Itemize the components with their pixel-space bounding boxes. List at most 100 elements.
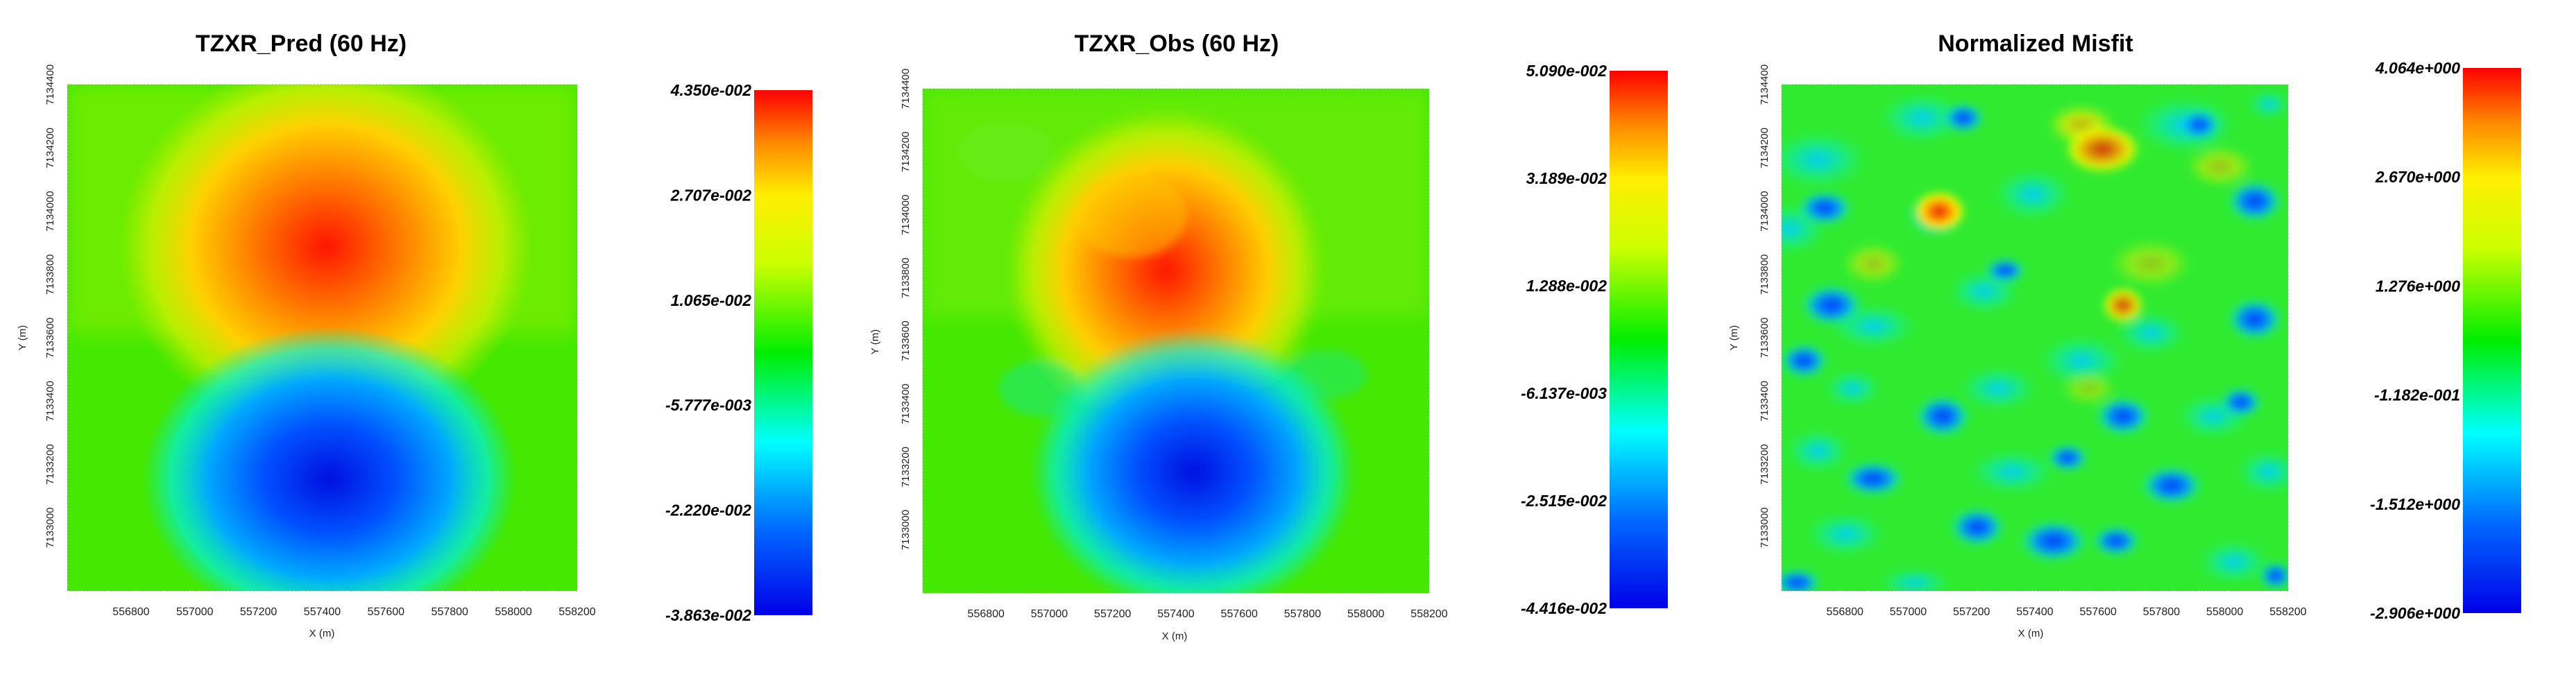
y-tick-label: 7133200 (900, 447, 912, 487)
y-tick-label: 7134200 (900, 132, 912, 172)
y-tick-label: 7133800 (1759, 255, 1771, 295)
y-tick-label: 7134000 (44, 191, 56, 231)
colorbar (2463, 68, 2521, 613)
y-tick-label: 7133200 (1759, 444, 1771, 484)
y-axis-label: Y (m) (1728, 325, 1740, 350)
colorbar-tick-labels: 4.064e+000 2.670e+000 1.276e+000 -1.182e-00… (2370, 59, 2460, 622)
y-tick-labels: 7133000 7133200 7133400 7133600 7133800 71340… (1759, 64, 1771, 548)
y-tick-label: 7133800 (900, 257, 912, 298)
y-axis-label: Y (m) (17, 325, 28, 350)
x-tick-label: 557400 (1157, 608, 1194, 620)
x-tick-label: 558200 (1410, 608, 1447, 620)
x-tick-label: 557600 (368, 606, 404, 618)
colorbar (754, 90, 812, 615)
colorbar-tick-label: -5.777e-003 (665, 396, 751, 414)
x-tick-label: 557800 (2143, 606, 2180, 618)
colorbar-tick-labels: 5.090e-002 3.189e-002 1.288e-002 -6.137e-00… (1521, 62, 1607, 617)
x-tick-label: 557600 (2080, 606, 2117, 618)
y-tick-label: 7133400 (1759, 381, 1771, 421)
misfit-high-2 (2102, 287, 2144, 323)
x-tick-label: 558200 (2269, 606, 2306, 618)
colorbar-tick-label: -2.220e-002 (665, 501, 751, 519)
y-tick-label: 7133000 (900, 510, 912, 550)
x-tick-label: 557000 (1890, 606, 1927, 618)
y-tick-label: 7134000 (900, 195, 912, 235)
heatmap-field (67, 85, 577, 591)
misfit-peak (1913, 191, 1965, 232)
negative-anomaly (142, 326, 517, 591)
colorbar-tick-label: 2.707e-002 (670, 186, 752, 204)
colorbar-tick-label: 2.670e+000 (2375, 168, 2460, 186)
y-tick-label: 7134200 (44, 128, 56, 168)
x-tick-label: 557800 (432, 606, 468, 618)
colorbar-tick-label: -3.863e-002 (665, 606, 751, 624)
chart-title: TZXR_Pred (60 Hz) (196, 31, 407, 57)
colorbar-tick-label: -2.906e+000 (2370, 604, 2460, 622)
x-tick-label: 557800 (1284, 608, 1321, 620)
colorbar-tick-label: 1.065e-002 (671, 291, 752, 309)
x-tick-label: 557200 (1094, 608, 1131, 620)
panel-misfit: Normalized Misfit (1728, 31, 2521, 639)
x-tick-label: 556800 (968, 608, 1005, 620)
x-tick-label: 557400 (304, 606, 341, 618)
x-tick-label: 556800 (1827, 606, 1863, 618)
y-tick-label: 7133000 (1759, 508, 1771, 548)
heatmap-field (1782, 85, 2288, 591)
colorbar-tick-label: 1.288e-002 (1526, 277, 1607, 295)
y-tick-label: 7134400 (900, 69, 912, 109)
x-tick-label: 557200 (240, 606, 277, 618)
colorbar-tick-label: -4.416e-002 (1521, 599, 1607, 617)
misfit-blobs (1782, 90, 2288, 591)
colorbar-tick-label: -6.137e-003 (1521, 384, 1607, 402)
x-tick-label: 558200 (558, 606, 595, 618)
y-tick-label: 7134400 (44, 64, 56, 105)
x-axis-label: X (m) (2018, 628, 2044, 639)
x-tick-label: 557000 (1031, 608, 1068, 620)
colorbar-tick-label: -1.182e-001 (2374, 386, 2460, 404)
y-tick-labels: 7133000 7133200 7133400 7133600 7133800 71340… (900, 69, 912, 551)
chart-title: TZXR_Obs (60 Hz) (1075, 31, 1279, 57)
x-tick-labels: 556800 557000 557200 557400 557600 557800 5580… (1827, 606, 2307, 618)
x-tick-label: 556800 (112, 606, 149, 618)
y-tick-label: 7133600 (44, 318, 56, 358)
colorbar-tick-label: 4.350e-002 (670, 81, 752, 99)
x-tick-label: 558000 (1347, 608, 1384, 620)
y-tick-label: 7133800 (44, 255, 56, 295)
x-axis-label: X (m) (1162, 630, 1188, 642)
y-tick-labels: 7133000 7133200 7133400 7133600 7133800 71340… (44, 64, 56, 548)
x-tick-labels: 556800 557000 557200 557400 557600 557800 5580… (112, 606, 596, 618)
y-tick-label: 7133400 (900, 384, 912, 424)
y-tick-label: 7134400 (1759, 64, 1771, 105)
x-axis-label: X (m) (309, 628, 335, 639)
colorbar-tick-label: 1.276e+000 (2375, 277, 2460, 295)
x-tick-label: 558000 (495, 606, 531, 618)
y-tick-label: 7133400 (44, 381, 56, 421)
colorbar-tick-label: 3.189e-002 (1526, 169, 1607, 187)
colorbar-tick-label: 5.090e-002 (1526, 62, 1607, 80)
chart-title: Normalized Misfit (1938, 31, 2133, 57)
x-tick-label: 557000 (176, 606, 213, 618)
colorbar (1610, 71, 1668, 608)
x-tick-label: 557600 (1221, 608, 1258, 620)
misfit-high-1 (2064, 125, 2140, 173)
y-axis-label: Y (m) (869, 329, 881, 354)
colorbar-tick-label: 4.064e+000 (2375, 59, 2460, 77)
negative-anomaly (1030, 329, 1356, 593)
heatmap-field (923, 89, 1429, 593)
y-tick-label: 7133600 (1759, 318, 1771, 358)
y-tick-label: 7133600 (900, 320, 912, 361)
x-tick-labels: 556800 557000 557200 557400 557600 557800 5580… (968, 608, 1448, 620)
x-tick-label: 557400 (2016, 606, 2053, 618)
colorbar-tick-labels: 4.350e-002 2.707e-002 1.065e-002 -5.777e-00… (665, 81, 751, 624)
panel-pred: TZXR_Pred (60 Hz) 556800 557000 557200 5574… (17, 31, 812, 639)
colorbar-tick-label: -1.512e+000 (2370, 495, 2460, 513)
x-tick-label: 557200 (1953, 606, 1990, 618)
y-tick-label: 7134200 (1759, 128, 1771, 168)
colorbar-tick-label: -2.515e-002 (1521, 492, 1607, 510)
y-tick-label: 7134000 (1759, 191, 1771, 231)
panel-obs: TZXR_Obs (60 Hz) 556800 557000 557200 55740… (869, 31, 1668, 642)
y-tick-label: 7133000 (44, 508, 56, 548)
y-tick-label: 7133200 (44, 444, 56, 484)
positive-anomaly (118, 85, 534, 433)
